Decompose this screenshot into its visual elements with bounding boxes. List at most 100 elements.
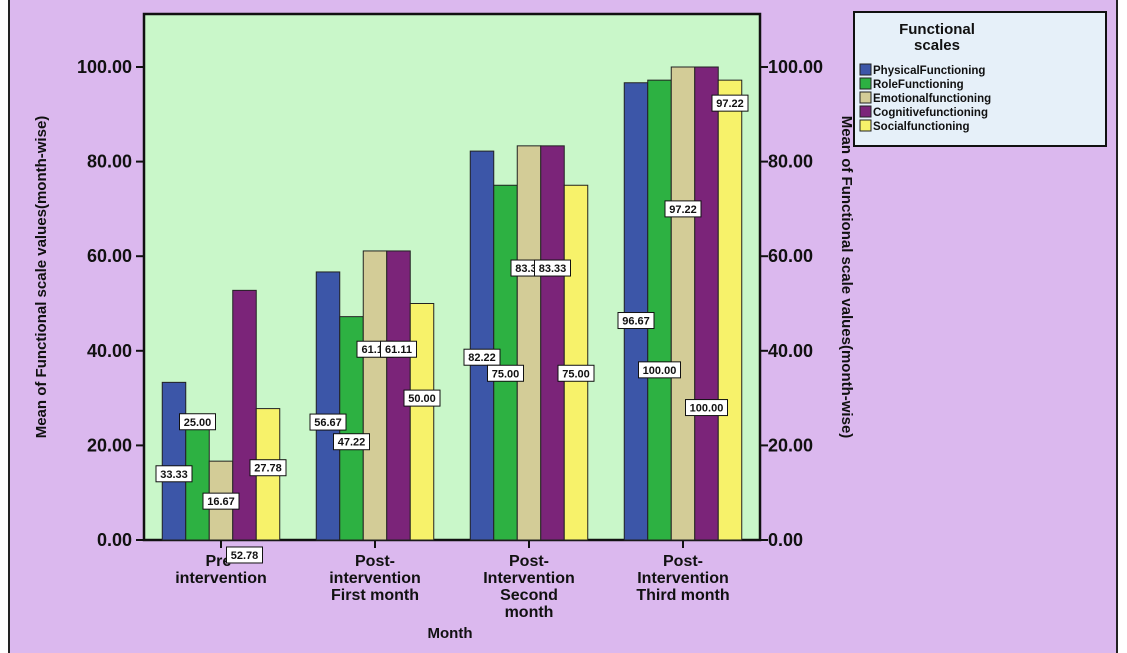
data-label-text: 97.22 (716, 98, 744, 110)
data-label-text: 100.00 (643, 365, 677, 377)
data-label: 75.00 (557, 364, 595, 382)
data-label: 47.22 (333, 433, 370, 451)
data-label-text: 50.00 (408, 393, 436, 405)
data-label-text: 56.67 (314, 417, 342, 429)
y-axis-title-left: Mean of Functional scale values(month-wi… (33, 116, 50, 439)
data-label-box (155, 465, 193, 483)
y-tick-label-right: 20.00 (768, 435, 813, 455)
data-label-box (226, 546, 263, 564)
data-label-text: 52.78 (231, 550, 259, 562)
legend-swatch-physicalfunctioning (859, 63, 872, 76)
legend-entry-physicalfunctioning: PhysicalFunctioning (873, 65, 985, 77)
data-label-box (309, 413, 347, 431)
data-label-text: 47.22 (338, 437, 366, 449)
bar-socialfunctioning-3 (717, 79, 743, 541)
y-tick-label-right: 100.00 (768, 57, 823, 77)
x-tick-label: Post- (509, 553, 549, 570)
bar-socialfunctioning-2 (563, 184, 589, 541)
bar-cognitivefunctioning-2 (540, 145, 565, 541)
legend-entry-cognitivefunctioning: Cognitivefunctioning (873, 107, 988, 119)
bar-physicalfunctioning-1 (315, 271, 341, 541)
legend-entry-socialfunctioning: Socialfunctioning (873, 121, 969, 133)
x-tick-label: Intervention (483, 570, 575, 587)
x-axis-title: Month (428, 625, 473, 642)
data-label-box (487, 364, 524, 382)
bar-chart: 0.00 0.00 20.00 20.00 40.00 40.00 60.00 60.00 80… (33, 11, 1107, 642)
y-tick-label-right: 60.00 (768, 246, 813, 266)
bar-emotionalfunctioning-3 (670, 66, 696, 541)
legend-swatch-socialfunctioning (859, 119, 872, 132)
bar-emotionalfunctioning-1 (362, 250, 388, 541)
legend-title: scales (914, 37, 960, 54)
data-label-text: 97.22 (669, 204, 697, 216)
data-label-text: 75.00 (492, 368, 520, 380)
y-tick-label-left: 20.00 (87, 435, 132, 455)
x-tick-label: First month (331, 587, 419, 604)
legend-swatch-emotionalfunctioning (859, 91, 872, 104)
data-label-text: 33.33 (160, 469, 188, 481)
data-label-box (685, 399, 728, 417)
legend (853, 11, 1107, 147)
data-label: 97.22 (711, 94, 749, 112)
bar-rolefunctioning-3 (647, 79, 672, 541)
x-tick-label: Post- (663, 553, 703, 570)
data-label-box (638, 361, 681, 379)
y-tick-label-left: 80.00 (87, 152, 132, 172)
data-label-text: 96.67 (622, 316, 650, 328)
bar-physicalfunctioning-0 (161, 381, 187, 541)
data-label-box (333, 433, 370, 451)
data-label: 27.78 (249, 459, 287, 477)
x-tick-label: Second (500, 587, 558, 604)
data-label-text: 100.00 (690, 403, 724, 415)
data-label-box (557, 364, 595, 382)
data-label-box (202, 492, 240, 510)
legend-entry-rolefunctioning: RoleFunctioning (873, 79, 964, 91)
data-label-box (249, 459, 287, 477)
data-label: 52.78 (226, 546, 263, 564)
data-label-box (380, 340, 417, 358)
chart-frame: 0.00 0.00 20.00 20.00 40.00 40.00 60.00 60.00 80… (8, 0, 1118, 653)
data-label-box (664, 200, 702, 218)
data-label: 100.00 (685, 399, 728, 417)
data-label-box (463, 348, 501, 366)
data-label: 96.67 (617, 312, 655, 330)
data-label: 97.22 (664, 200, 702, 218)
bar-emotionalfunctioning-2 (516, 145, 542, 541)
data-label: 83.33 (534, 259, 571, 277)
x-tick-label: month (505, 604, 554, 621)
legend-entry-emotionalfunctioning: Emotionalfunctioning (873, 93, 991, 105)
data-label-box (179, 413, 216, 431)
x-tick-label: Third month (636, 587, 729, 604)
data-label-box (617, 312, 655, 330)
y-tick-label-left: 40.00 (87, 341, 132, 361)
data-label-text: 16.67 (207, 496, 235, 508)
x-tick-label: intervention (329, 570, 421, 587)
legend-swatch-rolefunctioning (859, 77, 872, 90)
data-label-text: 61.11 (385, 344, 412, 356)
data-label-box (711, 94, 749, 112)
x-tick-label: Post- (355, 553, 395, 570)
data-label-text: 83.33 (539, 263, 567, 275)
y-tick-label-right: 80.00 (768, 152, 813, 172)
data-label: 82.22 (463, 348, 501, 366)
x-tick-label: intervention (175, 570, 267, 587)
data-label: 50.00 (403, 389, 441, 407)
y-tick-label-left: 0.00 (97, 530, 132, 550)
x-tick-label: Intervention (637, 570, 729, 587)
data-label: 100.00 (638, 361, 681, 379)
data-label-text: 27.78 (254, 463, 282, 475)
data-label: 61.11 (380, 340, 417, 358)
data-label-text: 82.22 (468, 352, 496, 364)
data-label: 75.00 (487, 364, 524, 382)
data-label-box (534, 259, 571, 277)
data-label: 33.33 (155, 465, 193, 483)
data-label: 16.67 (202, 492, 240, 510)
bar-socialfunctioning-1 (409, 303, 435, 541)
y-tick-label-left: 60.00 (87, 246, 132, 266)
bar-physicalfunctioning-3 (623, 82, 649, 541)
legend-title: Functional (899, 21, 975, 38)
data-label: 56.67 (309, 413, 347, 431)
data-label-text: 25.00 (184, 417, 212, 429)
y-tick-label-left: 100.00 (77, 57, 132, 77)
data-label: 25.00 (179, 413, 216, 431)
